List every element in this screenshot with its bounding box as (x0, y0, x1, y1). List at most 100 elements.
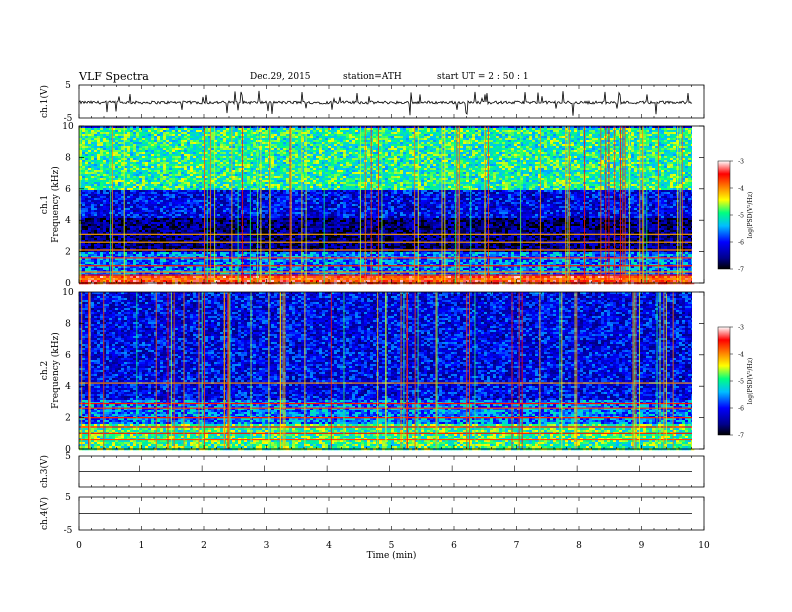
spectrogram-cell (145, 138, 149, 141)
spectrogram-cell (124, 128, 128, 131)
spectrogram-cell (526, 126, 530, 129)
spectrogram-cell (499, 134, 503, 137)
spectrogram-cell (148, 128, 152, 131)
spectrogram-cell (610, 136, 614, 139)
spectrogram-cell (340, 152, 344, 155)
spectrogram-cell (580, 168, 584, 171)
spectrogram-cell (640, 154, 644, 157)
spectrogram-cell (661, 128, 665, 131)
spectrogram-cell (142, 148, 146, 151)
spectrogram-cell (502, 162, 506, 165)
spectrogram-cell (526, 168, 530, 171)
spectrogram-cell (514, 150, 518, 153)
spectrogram-cell (295, 140, 299, 143)
spectrogram-cell (106, 130, 110, 133)
spectrogram-cell (400, 138, 404, 141)
spectrogram-cell (322, 136, 326, 139)
spectrogram-cell (310, 146, 314, 149)
spectrogram-cell (205, 166, 209, 169)
spectrogram-cell (595, 148, 599, 151)
spectrogram-cell (367, 158, 371, 161)
spectrogram-cell (571, 134, 575, 137)
spectrogram-cell (496, 162, 500, 165)
spectrogram-cell (280, 158, 284, 161)
spectrogram-cell (340, 146, 344, 149)
spectrogram-cell (124, 144, 128, 147)
spectrogram-cell (412, 136, 416, 139)
spectrogram-cell (427, 146, 431, 149)
spectrogram-cell (376, 172, 380, 175)
spectrogram-cell (163, 138, 167, 141)
spectrogram-cell (415, 166, 419, 169)
spectrogram-cell (247, 138, 251, 141)
spectrogram-cell (208, 138, 212, 141)
spectrogram-cell (466, 136, 470, 139)
spectrogram-cell (631, 144, 635, 147)
spectrogram-cell (661, 144, 665, 147)
spectrogram-cell (127, 146, 131, 149)
spectrogram-cell (577, 170, 581, 173)
spectrogram-cell (649, 126, 653, 129)
spectrogram-cell (574, 130, 578, 133)
spectrogram-cell (523, 156, 527, 159)
spectrogram-cell (523, 126, 527, 129)
spectrogram-cell (595, 168, 599, 171)
spectrogram-cell (562, 152, 566, 155)
spectrogram-cell (154, 170, 158, 173)
spectrogram-cell (142, 136, 146, 139)
spectrogram-cell (415, 142, 419, 145)
spectrogram-cell (196, 136, 200, 139)
spectrogram-cell (298, 126, 302, 129)
spectrogram-cell (571, 146, 575, 149)
spectrogram-cell (547, 132, 551, 135)
spectrogram-cell (166, 162, 170, 165)
spectrogram-cell (124, 150, 128, 153)
spectrogram-cell (409, 168, 413, 171)
spectrogram-cell (451, 126, 455, 129)
spectrogram-cell (313, 170, 317, 173)
spectrogram-cell (541, 146, 545, 149)
spectrogram-cell (280, 140, 284, 143)
spectrogram-cell (661, 158, 665, 161)
spectrogram-cell (658, 152, 662, 155)
spectrogram-cell (406, 136, 410, 139)
spectrogram-cell (463, 138, 467, 141)
spectrogram-cell (481, 130, 485, 133)
spectrogram-cell (610, 160, 614, 163)
spectrogram-cell (124, 160, 128, 163)
spectrogram-cell (544, 126, 548, 129)
spectrogram-cell (421, 150, 425, 153)
spectrogram-cell (97, 170, 101, 173)
spectrogram-cell (643, 126, 647, 129)
spectrogram-cell (112, 140, 116, 143)
spectrogram-cell (466, 132, 470, 135)
spectrogram-cell (580, 170, 584, 173)
spectrogram-cell (595, 150, 599, 153)
spectrogram-cell (148, 126, 152, 129)
spectrogram-cell (148, 162, 152, 165)
spectrogram-cell (571, 142, 575, 145)
spectrogram-cell (463, 158, 467, 161)
spectrogram-cell (373, 164, 377, 167)
spectrogram-cell (205, 146, 209, 149)
spectrogram-cell (556, 134, 560, 137)
spectrogram-cell (139, 138, 143, 141)
spectrogram-cell (217, 156, 221, 159)
spectrogram-cell (262, 136, 266, 139)
spectrogram-cell (424, 168, 428, 171)
spectrogram-cell (178, 144, 182, 147)
spectrogram-cell (655, 156, 659, 159)
spectrogram-cell (229, 158, 233, 161)
spectrogram-cell (571, 130, 575, 133)
spectrogram-cell (193, 158, 197, 161)
spectrogram-cell (217, 138, 221, 141)
spectrogram-cell (637, 134, 641, 137)
spectrogram-cell (193, 162, 197, 165)
spectrogram-cell (340, 136, 344, 139)
spectrogram-cell (196, 160, 200, 163)
spectrogram-cell (85, 152, 89, 155)
spectrogram-cell (634, 150, 638, 153)
spectrogram-cell (262, 134, 266, 137)
spectrogram-cell (643, 142, 647, 145)
spectrogram-cell (295, 160, 299, 163)
